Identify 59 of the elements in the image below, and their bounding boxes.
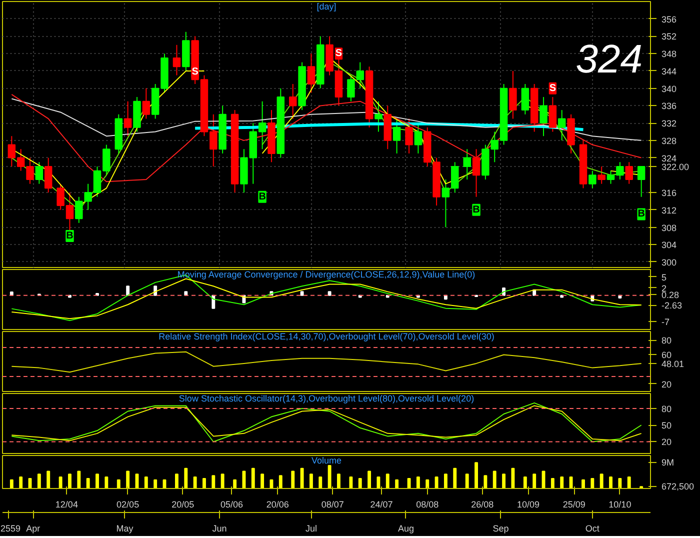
chart-title: Volume [311,456,342,466]
x2-tick-label: Oct [585,524,600,534]
y-tick-label: 9M [662,458,674,468]
x2-tick-label: Aug [398,524,414,534]
y-tick-label: 336 [662,101,677,112]
y-tick-label: 20 [662,437,672,448]
y-tick-label: 316 [662,188,677,198]
y-tick-label: 324 [662,153,677,164]
x-tick-label: 25/09 [562,500,586,510]
chart-title: [day] [316,2,336,12]
x-tick-label: 05/06 [220,500,244,510]
x-tick-label: 02/05 [116,500,140,510]
y-tick-label: 300 [662,257,677,268]
chart-title: Moving Average Convergence / Divergence(CLOSE,26,12,9),Value Line(0) [177,270,476,280]
chart-title: Relative Strength Index(CLOSE,14,30,70),Overbought Level(70),Oversold Level(30) [158,332,494,342]
x-tick-label: 10/10 [608,500,632,510]
x-tick-label: 20/06 [266,500,289,510]
annotation: B [638,208,645,220]
y-tick-label: -7 [662,316,670,327]
y-tick-label: 672,500 [662,482,694,492]
y-tick-label: 312 [662,205,677,216]
x-tick-label: 10/09 [516,500,540,510]
x2-tick-label: May [116,524,134,534]
annotation: S [192,66,199,78]
y-tick-label: 356 [662,14,677,24]
y-tick-label: 80 [662,404,672,414]
chart-title: Slow Stochastic Oscillator(14,3),Overbought Level(80),Oversold Level(20) [178,394,474,404]
y-tick-label: -2.63 [662,300,682,311]
y-tick-label: 344 [662,66,677,76]
y-tick-label: 308 [662,222,677,233]
y-tick-label: 5 [662,272,667,282]
annotation: S [549,82,556,94]
annotation: S [335,48,342,60]
y-tick-label: 348 [662,49,677,60]
annotation: B [66,230,74,242]
y-tick-label: 322.00 [662,162,690,172]
x-tick-label: 08/08 [416,500,439,510]
x2-tick-label: Sep [492,524,509,534]
y-tick-label: 352 [662,32,677,42]
x-tick-label: 12/04 [55,500,78,510]
annotation: B [258,191,266,202]
y-tick-label: 332 [662,118,677,129]
x-tick-label: 20/05 [172,500,194,510]
annotation: B [472,204,480,216]
y-tick-label: 60 [662,350,672,360]
y-tick-label: 80 [662,336,672,346]
x-tick-label: 24/07 [370,500,393,510]
y-tick-label: 50 [662,420,672,431]
x2-tick-label: Jul [305,524,317,534]
x2-tick-label: Jun [212,524,227,534]
x-tick-label: 08/07 [321,500,344,510]
y-tick-label: 20 [662,379,672,390]
y-tick-label: 328 [662,136,677,146]
y-tick-label: 48.01 [662,358,684,369]
y-tick-label: 340 [662,84,677,94]
x-tick-label: 26/08 [471,500,494,510]
y-tick-label: 304 [662,240,677,250]
x2-tick-label: Apr [26,524,40,534]
x2-tick-label: 2559 [0,524,21,534]
